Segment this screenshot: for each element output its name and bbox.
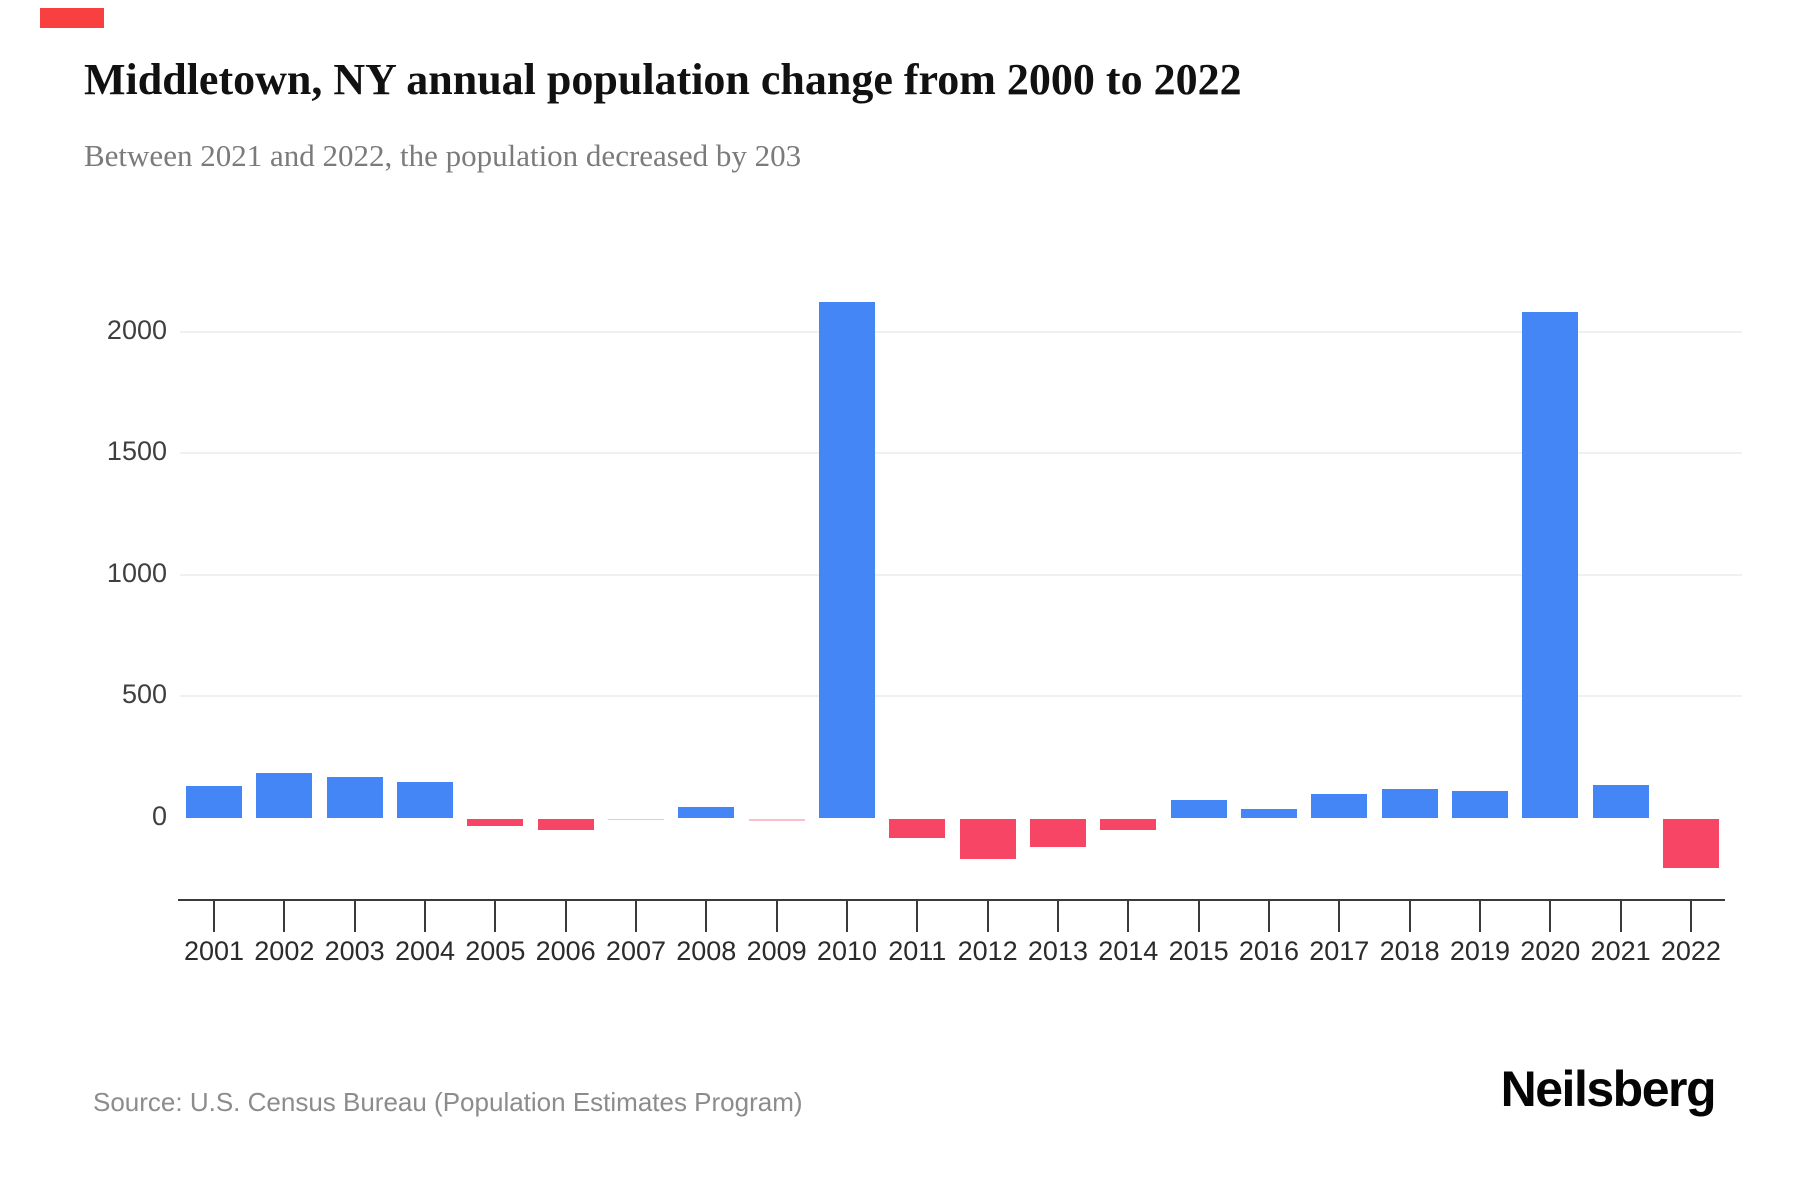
x-axis-tick: [1127, 901, 1130, 932]
x-axis-tick: [1408, 901, 1411, 932]
y-axis-tick-label: 0: [151, 801, 167, 831]
x-axis-tick: [1689, 901, 1692, 932]
bar-2010: [818, 302, 875, 818]
x-axis-label-2003: 2003: [324, 936, 385, 966]
x-axis-label-2006: 2006: [535, 936, 596, 966]
x-axis-tick: [1056, 901, 1059, 932]
bar-2020: [1522, 312, 1579, 818]
x-axis-tick: [705, 901, 708, 932]
bar-2018: [1381, 788, 1438, 818]
gridline-1000: [180, 573, 1742, 576]
x-axis-label-2018: 2018: [1379, 936, 1440, 966]
bar-2003: [326, 776, 383, 818]
x-axis-line: [178, 899, 1725, 901]
bar-2022: [1662, 819, 1719, 869]
x-axis-label-2014: 2014: [1098, 936, 1159, 966]
x-axis-label-2010: 2010: [816, 936, 877, 966]
bar-2016: [1240, 809, 1297, 818]
bar-2001: [186, 786, 242, 818]
x-axis-tick: [634, 901, 637, 932]
gridline-2000: [180, 330, 1742, 333]
x-axis-tick: [423, 901, 426, 932]
x-axis-label-2012: 2012: [957, 936, 1018, 966]
bar-2004: [396, 781, 453, 818]
x-axis-tick: [1197, 901, 1200, 932]
page-title: Middletown, NY annual population change …: [84, 55, 1242, 104]
x-axis-label-2004: 2004: [394, 936, 456, 966]
gridline-1500: [180, 452, 1742, 455]
x-axis-tick: [1478, 901, 1481, 932]
x-axis-tick: [1338, 901, 1341, 932]
x-axis-label-2009: 2009: [746, 936, 807, 966]
x-axis-tick: [1267, 901, 1270, 932]
bar-2017: [1311, 793, 1368, 818]
x-axis-label-2015: 2015: [1168, 936, 1229, 966]
y-axis-tick-label: 1500: [106, 436, 167, 467]
x-axis-tick: [283, 901, 286, 932]
y-axis-tick-label: 500: [121, 679, 167, 710]
x-axis-label-2019: 2019: [1449, 936, 1510, 966]
bar-2007: [607, 819, 664, 820]
bar-2011: [889, 819, 946, 839]
x-axis-label-2016: 2016: [1238, 936, 1299, 966]
bar-2006: [537, 819, 594, 830]
x-axis-tick: [775, 901, 778, 932]
page-subtitle: Between 2021 and 2022, the population de…: [84, 138, 802, 173]
bar-2015: [1170, 799, 1227, 818]
x-axis-label-2021: 2021: [1590, 936, 1651, 966]
bar-2012: [959, 819, 1016, 860]
x-axis-label-2013: 2013: [1027, 936, 1088, 966]
x-axis-label-2007: 2007: [605, 936, 666, 966]
y-axis-tick-label: 1000: [106, 557, 167, 588]
x-axis-label-2017: 2017: [1309, 936, 1370, 966]
y-axis-tick-label: 2000: [106, 314, 167, 345]
gridline-500: [180, 695, 1742, 698]
brand-accent-mark: [40, 8, 104, 28]
x-axis-tick: [1549, 901, 1552, 932]
bar-2021: [1592, 785, 1649, 818]
x-axis-tick: [916, 901, 919, 932]
bar-2019: [1451, 791, 1508, 818]
x-axis-label-2002: 2002: [254, 936, 315, 966]
x-axis-tick: [986, 901, 989, 932]
x-axis-label-2008: 2008: [676, 936, 737, 966]
bar-2008: [678, 807, 735, 818]
x-axis-label-2005: 2005: [465, 936, 526, 966]
x-axis-tick: [1619, 901, 1622, 932]
neilsberg-logo: Neilsberg: [1500, 1061, 1717, 1117]
x-axis-label-2022: 2022: [1660, 936, 1721, 966]
bar-2005: [467, 819, 524, 827]
bar-2009: [748, 819, 805, 821]
bar-2002: [256, 773, 313, 818]
bar-2013: [1029, 819, 1086, 847]
x-axis-label-2001: 2001: [183, 936, 245, 966]
x-axis-tick: [494, 901, 497, 932]
x-axis-tick: [564, 901, 567, 932]
x-axis-tick: [213, 901, 215, 932]
x-axis-tick: [845, 901, 848, 932]
bar-2014: [1100, 819, 1157, 830]
source-note: Source: U.S. Census Bureau (Population E…: [93, 1087, 803, 1117]
x-axis-tick: [353, 901, 356, 932]
x-axis-label-2020: 2020: [1520, 936, 1581, 966]
x-axis-label-2011: 2011: [888, 936, 947, 966]
